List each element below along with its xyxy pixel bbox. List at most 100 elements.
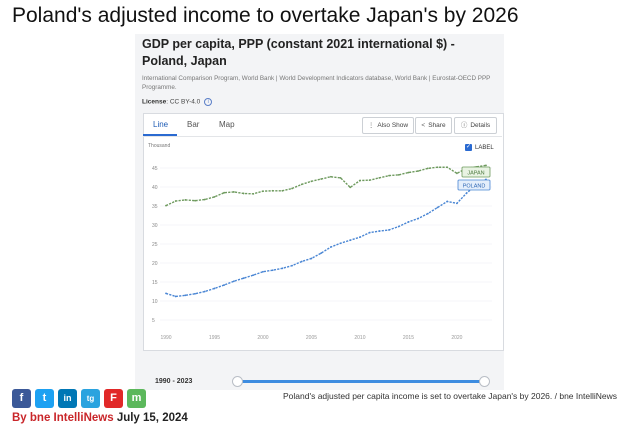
- series-points-japan: [165, 164, 487, 207]
- byline-author[interactable]: By bne IntelliNews: [12, 412, 114, 424]
- image-caption: Poland's adjusted per capita income is s…: [283, 391, 617, 401]
- point-japan-2020: [456, 172, 458, 175]
- point-japan-2023: [485, 164, 487, 167]
- point-poland-1995: [213, 287, 216, 290]
- y-tick-label-40: 40: [152, 185, 158, 191]
- point-japan-2017: [426, 167, 429, 170]
- flipboard-icon[interactable]: F: [104, 389, 123, 408]
- series-line-poland: [165, 178, 487, 298]
- point-japan-2001: [271, 189, 274, 192]
- point-poland-2010: [359, 236, 361, 239]
- point-japan-2009: [349, 186, 352, 189]
- point-poland-2019: [446, 200, 449, 203]
- year-range-slider[interactable]: [236, 380, 485, 383]
- point-poland-1996: [223, 284, 226, 286]
- point-japan-2014: [397, 173, 400, 176]
- point-japan-2004: [300, 183, 303, 186]
- also-show-label: Also Show: [377, 122, 409, 129]
- point-japan-2000: [262, 190, 264, 193]
- point-japan-1993: [194, 199, 196, 202]
- y-unit-label: Thousand: [148, 143, 170, 149]
- y-tick-label-25: 25: [152, 242, 158, 248]
- byline: By bne IntelliNews July 15, 2024: [12, 412, 188, 424]
- headline: Poland's adjusted income to overtake Jap…: [12, 4, 519, 27]
- slider-handle-end[interactable]: [479, 376, 490, 387]
- point-japan-2003: [291, 187, 293, 190]
- details-label: Details: [470, 122, 491, 129]
- point-poland-2000: [262, 270, 264, 273]
- details-button[interactable]: ⓘ Details: [454, 117, 497, 134]
- series-label-japan[interactable]: JAPAN: [461, 166, 491, 178]
- point-japan-2011: [368, 179, 371, 182]
- point-poland-1998: [242, 277, 245, 280]
- point-japan-2012: [378, 176, 381, 179]
- series-points-poland: [165, 178, 487, 298]
- y-tick-label-30: 30: [152, 223, 158, 229]
- y-tick-labels: 5 10 15 20 25 30 35 40 45: [152, 166, 158, 324]
- label-toggle[interactable]: ✓ LABEL: [465, 144, 494, 151]
- twitter-icon[interactable]: t: [35, 389, 54, 408]
- share-icon: <: [421, 122, 426, 129]
- x-tick-labels: 1990 1995 2000 2005 2010 2015 2020: [160, 335, 462, 341]
- series-label-poland[interactable]: POLAND: [457, 179, 491, 191]
- facebook-icon[interactable]: f: [12, 389, 31, 408]
- chart-card-source: International Comparison Program, World …: [142, 75, 491, 91]
- checkbox-checked-icon: ✓: [465, 144, 472, 151]
- vertical-dots-icon: ⋮: [367, 122, 375, 129]
- point-japan-1997: [232, 191, 235, 193]
- series-line-japan: [165, 164, 487, 207]
- point-japan-2013: [388, 174, 390, 177]
- point-poland-1994: [203, 290, 206, 293]
- chart-card-title: GDP per capita, PPP (constant 2021 inter…: [142, 37, 455, 68]
- info-circle-icon: ⓘ: [460, 122, 468, 129]
- point-japan-1994: [203, 198, 206, 201]
- point-poland-2002: [281, 267, 284, 270]
- tab-map[interactable]: Map: [219, 120, 235, 129]
- x-tick-label-2000: 2000: [257, 335, 268, 341]
- email-icon[interactable]: m: [127, 389, 146, 408]
- linkedin-icon[interactable]: in: [58, 389, 77, 408]
- point-japan-1998: [242, 192, 245, 195]
- point-poland-2003: [291, 264, 293, 267]
- point-poland-2020: [456, 202, 458, 205]
- point-poland-2012: [378, 230, 381, 232]
- y-tick-label-20: 20: [152, 261, 158, 267]
- point-poland-1991: [174, 295, 177, 298]
- point-japan-1992: [184, 199, 187, 201]
- point-poland-2015: [407, 221, 410, 223]
- point-poland-2018: [436, 206, 439, 209]
- y-tick-label-5: 5: [152, 318, 155, 324]
- telegram-icon[interactable]: tg: [81, 389, 100, 408]
- also-show-button[interactable]: ⋮ Also Show: [362, 117, 414, 134]
- x-tick-label-2020: 2020: [451, 335, 462, 341]
- point-poland-1992: [184, 294, 187, 297]
- point-japan-1995: [213, 195, 216, 198]
- point-japan-1999: [252, 192, 255, 195]
- point-japan-2016: [417, 170, 420, 172]
- point-poland-2014: [397, 225, 400, 228]
- info-icon[interactable]: i: [204, 98, 213, 106]
- slider-handle-start[interactable]: [232, 376, 243, 387]
- point-poland-2021: [465, 192, 468, 194]
- point-poland-2005: [310, 257, 313, 260]
- tab-line[interactable]: Line: [153, 120, 169, 129]
- year-range: 1990 - 2023: [155, 378, 193, 385]
- license-line: License: CC BY-4.0 i: [142, 98, 213, 106]
- point-poland-1999: [252, 274, 255, 277]
- point-poland-1990: [165, 292, 167, 295]
- point-poland-2011: [368, 231, 371, 234]
- point-poland-2004: [300, 260, 303, 263]
- x-tick-label-1995: 1995: [209, 335, 220, 341]
- tab-bar[interactable]: Bar: [187, 120, 200, 129]
- series-label-japan-text: JAPAN: [467, 171, 484, 177]
- x-tick-label-2005: 2005: [306, 335, 317, 341]
- point-poland-2007: [329, 246, 332, 248]
- y-tick-label-15: 15: [152, 280, 158, 286]
- point-poland-1997: [232, 280, 235, 283]
- share-button[interactable]: < Share: [415, 117, 452, 134]
- tab-divider: [143, 136, 502, 137]
- point-japan-2019: [446, 166, 449, 169]
- x-tick-label-2015: 2015: [403, 335, 414, 341]
- byline-date: July 15, 2024: [116, 412, 188, 424]
- point-poland-2006: [320, 252, 323, 255]
